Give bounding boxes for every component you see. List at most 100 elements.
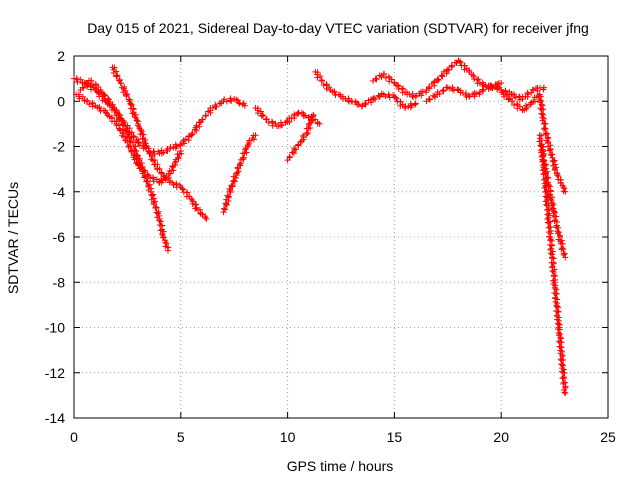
data-point-interp	[538, 101, 545, 108]
data-point-interp	[516, 96, 523, 103]
y-tick-label: -4	[53, 184, 66, 200]
data-point-interp	[446, 66, 453, 73]
x-tick-label: 25	[600, 429, 616, 445]
data-point-interp	[545, 214, 552, 221]
data-point-interp	[224, 192, 231, 199]
data-point-interp	[226, 185, 233, 192]
data-point-interp	[228, 182, 235, 189]
data-point-interp	[473, 90, 480, 97]
data-point-interp	[149, 152, 156, 159]
series-sat-d	[109, 64, 210, 222]
data-point-interp	[408, 102, 415, 109]
y-tick-label: -6	[53, 229, 66, 245]
data-point-interp	[74, 78, 81, 85]
data-point	[310, 111, 317, 118]
data-point-interp	[552, 298, 559, 305]
data-point-interp	[561, 185, 568, 192]
series-sat-m	[538, 143, 569, 397]
data-point-interp	[220, 205, 227, 212]
data-point-interp	[546, 147, 553, 154]
data-point-interp	[299, 132, 306, 139]
data-point-interp	[523, 104, 530, 111]
data-point-interp	[539, 148, 546, 155]
data-point-interp	[84, 80, 91, 87]
data-point-interp	[229, 182, 236, 189]
data-point-interp	[434, 76, 441, 83]
data-point-interp	[243, 149, 250, 156]
data-point-interp	[173, 143, 180, 150]
data-point-interp	[562, 383, 569, 390]
data-point-interp	[542, 189, 549, 196]
data-point	[412, 100, 419, 107]
data-point-interp	[470, 72, 477, 79]
x-tick-label: 20	[493, 429, 509, 445]
data-point-interp	[119, 129, 126, 136]
data-point-interp	[260, 112, 267, 119]
data-point-interp	[525, 91, 532, 98]
data-point-interp	[480, 86, 487, 93]
series-sat-c	[73, 91, 185, 186]
data-point	[177, 148, 184, 155]
y-tick-label: -10	[45, 320, 65, 336]
data-point-interp	[279, 121, 286, 128]
data-point-interp	[449, 84, 456, 91]
data-point-interp	[105, 96, 112, 103]
data-point-interp	[561, 389, 568, 396]
data-point-interp	[86, 101, 93, 108]
data-point-interp	[381, 70, 388, 77]
data-point-interp	[559, 362, 566, 369]
data-point-interp	[547, 250, 554, 257]
data-point-interp	[128, 101, 135, 108]
data-point-interp	[223, 98, 230, 105]
data-point-interp	[114, 72, 121, 79]
data-point-interp	[561, 369, 568, 376]
data-point-interp	[159, 177, 166, 184]
y-tick-label: -2	[53, 139, 66, 155]
data-point-interp	[234, 97, 241, 104]
data-point-interp	[142, 142, 149, 149]
data-point-interp	[250, 136, 257, 143]
data-point-interp	[227, 187, 234, 194]
data-point-interp	[505, 96, 512, 103]
data-point-interp	[412, 101, 419, 108]
data-point-interp	[431, 79, 438, 86]
data-point-interp	[199, 116, 206, 123]
x-axis-label: GPS time / hours	[287, 458, 394, 474]
data-point	[562, 254, 569, 261]
data-point-interp	[151, 151, 158, 158]
data-point-interp	[331, 88, 338, 95]
data-point-interp	[314, 74, 321, 81]
data-point-interp	[541, 166, 548, 173]
data-point-interp	[150, 191, 157, 198]
data-point-interp	[80, 84, 87, 91]
data-point-interp	[509, 98, 516, 105]
y-tick-label: -14	[45, 410, 65, 426]
data-point-interp	[555, 308, 562, 315]
data-point-interp	[132, 114, 139, 121]
data-point-interp	[547, 195, 554, 202]
data-point-interp	[547, 146, 554, 153]
data-point-interp	[355, 101, 362, 108]
data-point-interp	[543, 137, 550, 144]
data-point-interp	[435, 76, 442, 83]
data-point-interp	[386, 94, 393, 101]
chart-title: Day 015 of 2021, Sidereal Day-to-day VTE…	[87, 20, 589, 36]
data-point-interp	[193, 127, 200, 134]
data-point-interp	[394, 82, 401, 89]
data-point-interp	[222, 206, 229, 213]
data-point-interp	[436, 91, 443, 98]
data-point-interp	[127, 143, 134, 150]
data-point-interp	[202, 112, 209, 119]
data-point	[540, 84, 547, 91]
data-point-interp	[326, 84, 333, 91]
data-point-interp	[295, 141, 302, 148]
data-point-interp	[552, 165, 559, 172]
data-point-interp	[135, 139, 142, 146]
data-point-interp	[129, 139, 136, 146]
data-point-interp	[138, 127, 145, 134]
data-point-interp	[286, 153, 293, 160]
series-sat-f	[252, 105, 323, 130]
data-point-interp	[448, 63, 455, 70]
data-point-interp	[95, 84, 102, 91]
data-point-interp	[553, 213, 560, 220]
